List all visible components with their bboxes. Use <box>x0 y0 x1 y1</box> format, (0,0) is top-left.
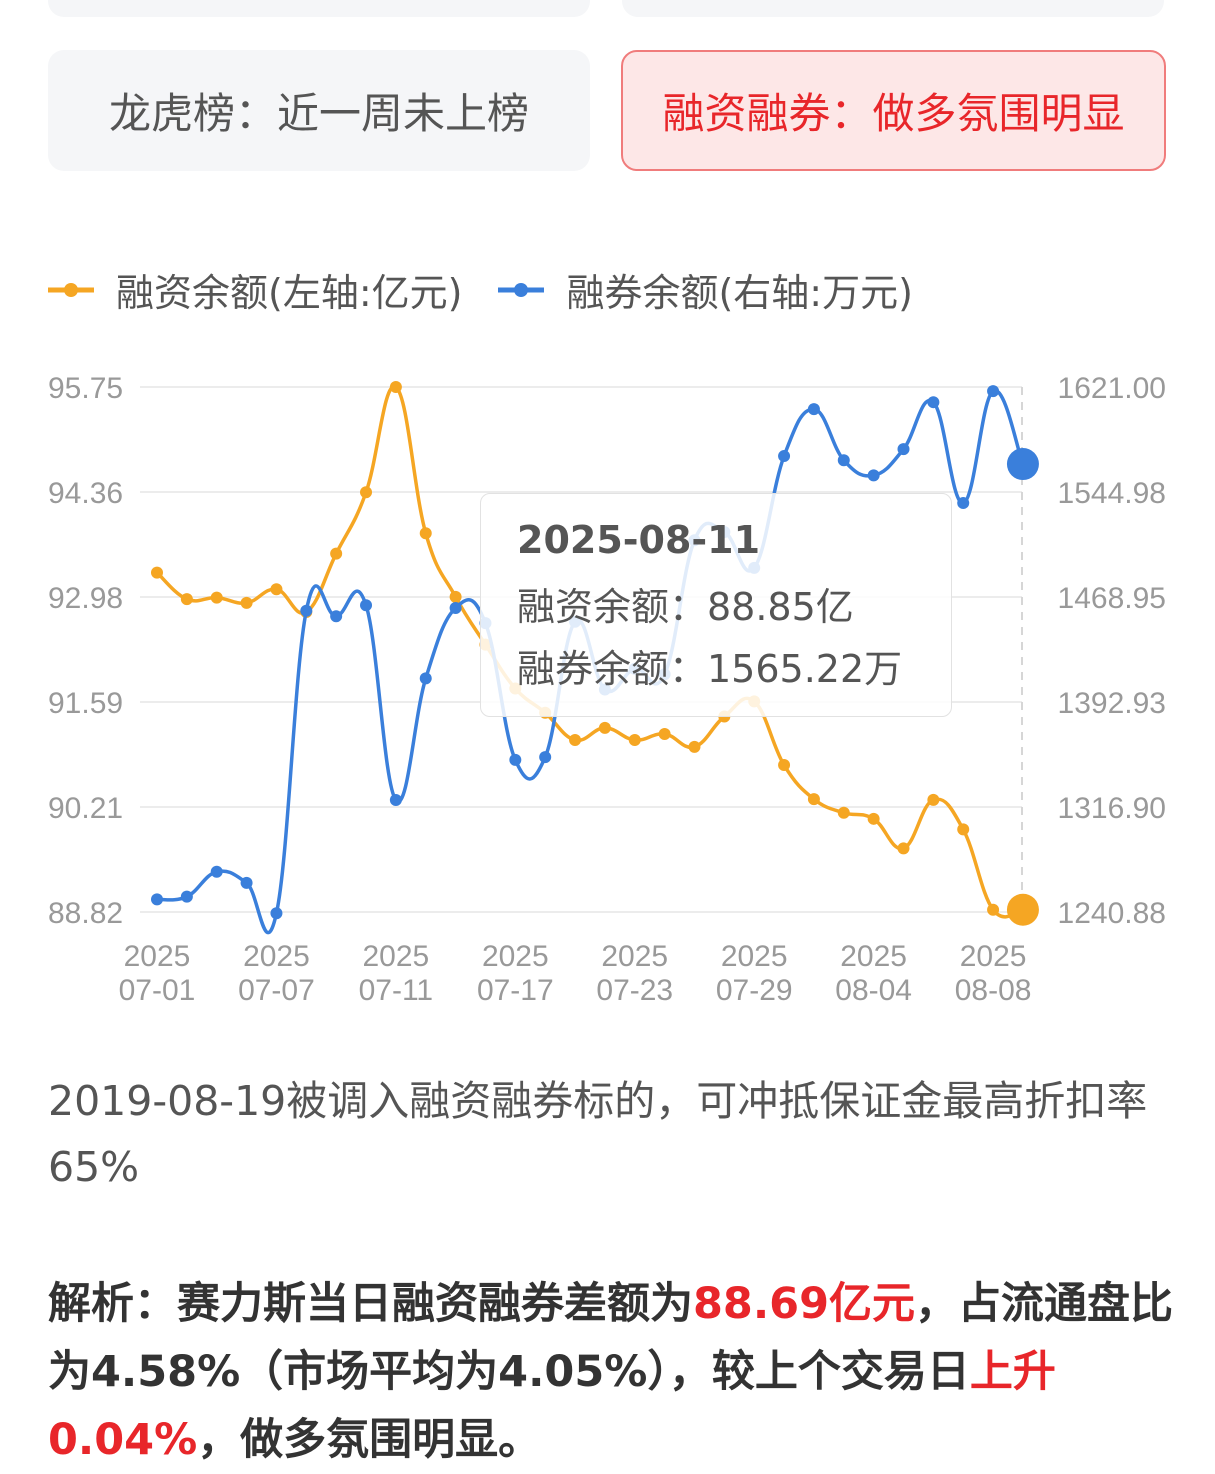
y-left-tick-label: 88.82 <box>48 897 123 930</box>
margin-eligibility-note: 2019-08-19被调入融资融券标的，可冲抵保证金最高折扣率65% <box>48 1077 1148 1191</box>
financing-data-point[interactable] <box>987 903 1000 916</box>
x-tick-label-year: 2025 <box>840 940 907 973</box>
financing-data-point[interactable] <box>778 759 791 772</box>
financing-data-point[interactable] <box>360 486 373 499</box>
y-left-tick-label: 91.59 <box>48 687 123 720</box>
x-tick-label-year: 2025 <box>601 940 668 973</box>
lending-data-point[interactable] <box>539 751 552 764</box>
legend-financing-label: 融资余额(左轴:亿元) <box>116 271 463 315</box>
lending-data-point[interactable] <box>270 907 283 920</box>
financing-data-point[interactable] <box>867 812 880 825</box>
lending-highlight-point[interactable] <box>1006 448 1039 481</box>
financing-data-point[interactable] <box>569 734 582 747</box>
analysis-prefix: 解析：赛力斯当日融资融券差额为 <box>48 1279 693 1329</box>
lending-data-point[interactable] <box>449 601 462 614</box>
y-right-tick-label: 1392.93 <box>1058 687 1166 720</box>
financing-data-point[interactable] <box>449 590 462 603</box>
lending-data-point[interactable] <box>957 497 970 510</box>
legend-lending-marker <box>498 282 545 297</box>
financing-data-point[interactable] <box>270 583 283 596</box>
x-tick-label-year: 2025 <box>243 940 310 973</box>
y-right-tick-label: 1468.95 <box>1058 582 1166 615</box>
financing-data-point[interactable] <box>151 566 163 579</box>
lending-data-point[interactable] <box>897 443 910 456</box>
x-tick-label-year: 2025 <box>482 940 549 973</box>
x-tick-label-year: 2025 <box>960 940 1027 973</box>
x-tick-label-date: 07-23 <box>596 974 673 1007</box>
analysis-text: 解析：赛力斯当日融资融券差额为88.69亿元，占流通盘比为4.58%（市场平均为… <box>48 1270 1178 1474</box>
x-tick-label-year: 2025 <box>721 940 788 973</box>
financing-data-point[interactable] <box>897 842 910 855</box>
x-tick-label-year: 2025 <box>363 940 430 973</box>
tooltip-lending: 融券余额：1565.22万 <box>517 647 903 691</box>
lending-data-point[interactable] <box>987 385 1000 398</box>
lending-data-point[interactable] <box>778 450 791 463</box>
financing-data-point[interactable] <box>957 823 970 836</box>
x-tick-label-date: 07-17 <box>477 974 554 1007</box>
financing-data-point[interactable] <box>658 727 671 740</box>
y-right-tick-label: 1316.90 <box>1058 792 1166 825</box>
analysis-amount: 88.69亿元 <box>693 1279 916 1329</box>
top-card-right <box>622 0 1164 17</box>
x-tick-label-date: 07-29 <box>716 974 793 1007</box>
lending-data-point[interactable] <box>210 865 223 878</box>
x-tick-label-year: 2025 <box>124 940 191 973</box>
margin-trading-card[interactable]: 融资融券：做多氛围明显 <box>621 50 1166 171</box>
lending-data-point[interactable] <box>180 890 193 903</box>
y-right-tick-label: 1621.00 <box>1058 372 1166 405</box>
y-left-tick-label: 94.36 <box>48 477 123 510</box>
legend-financing-marker <box>48 282 94 297</box>
margin-trading-text: 融资融券：做多氛围明显 <box>662 89 1125 138</box>
top-card-left <box>48 0 590 17</box>
financing-data-point[interactable] <box>598 721 611 734</box>
lending-data-point[interactable] <box>240 876 253 889</box>
dragon-tiger-text: 龙虎榜：近一周未上榜 <box>108 89 529 138</box>
legend-lending-label: 融券余额(右轴:万元) <box>566 271 913 315</box>
lending-data-point[interactable] <box>389 793 402 806</box>
analysis-change: 上升0.04% <box>48 1347 1056 1465</box>
y-left-tick-label: 95.75 <box>48 372 123 405</box>
financing-data-point[interactable] <box>389 381 402 393</box>
y-left-tick-label: 92.98 <box>48 582 123 615</box>
legend-lending[interactable]: 融券余额(右轴:万元) <box>498 262 913 317</box>
dragon-tiger-card[interactable]: 龙虎榜：近一周未上榜 <box>48 50 590 171</box>
lending-data-point[interactable] <box>330 610 343 623</box>
y-right-tick-label: 1240.88 <box>1058 897 1166 930</box>
financing-highlight-point[interactable] <box>1006 893 1039 926</box>
financing-data-point[interactable] <box>419 527 432 540</box>
financing-data-point[interactable] <box>628 734 641 747</box>
lending-data-point[interactable] <box>837 454 850 467</box>
y-left-tick-label: 90.21 <box>48 792 123 825</box>
tooltip-date: 2025-08-11 <box>517 518 761 562</box>
financing-data-point[interactable] <box>210 591 223 604</box>
chart-tooltip: 2025-08-11 融资余额：88.85亿 融券余额：1565.22万 <box>480 493 952 717</box>
lending-data-point[interactable] <box>807 403 820 416</box>
financing-data-point[interactable] <box>807 793 820 806</box>
lending-data-point[interactable] <box>509 753 522 766</box>
analysis-middle: ，占流通盘比为4.58%（市场平均为4.05%），较上个交易日 <box>48 1279 1174 1397</box>
x-tick-label-date: 07-01 <box>119 974 196 1007</box>
lending-data-point[interactable] <box>927 396 940 409</box>
financing-data-point[interactable] <box>837 806 850 819</box>
lending-data-point[interactable] <box>360 599 373 612</box>
financing-data-point[interactable] <box>240 596 253 609</box>
financing-data-point[interactable] <box>927 793 940 806</box>
lending-data-point[interactable] <box>419 672 432 685</box>
x-tick-label-date: 07-11 <box>359 974 434 1007</box>
legend-financing[interactable]: 融资余额(左轴:亿元) <box>48 262 462 317</box>
y-right-tick-label: 1544.98 <box>1058 477 1166 510</box>
analysis-suffix: ，做多氛围明显。 <box>197 1415 542 1465</box>
lending-data-point[interactable] <box>867 469 880 482</box>
x-tick-label-date: 08-08 <box>955 974 1032 1007</box>
financing-data-point[interactable] <box>688 740 701 753</box>
tooltip-financing: 融资余额：88.85亿 <box>517 585 854 629</box>
lending-data-point[interactable] <box>151 893 163 906</box>
chart-legend: 融资余额(左轴:亿元) 融券余额(右轴:万元) <box>48 262 949 317</box>
x-tick-label-date: 08-04 <box>835 974 912 1007</box>
lending-data-point[interactable] <box>300 604 313 617</box>
financing-data-point[interactable] <box>180 593 193 606</box>
x-tick-label-date: 07-07 <box>238 974 315 1007</box>
financing-data-point[interactable] <box>330 547 343 560</box>
